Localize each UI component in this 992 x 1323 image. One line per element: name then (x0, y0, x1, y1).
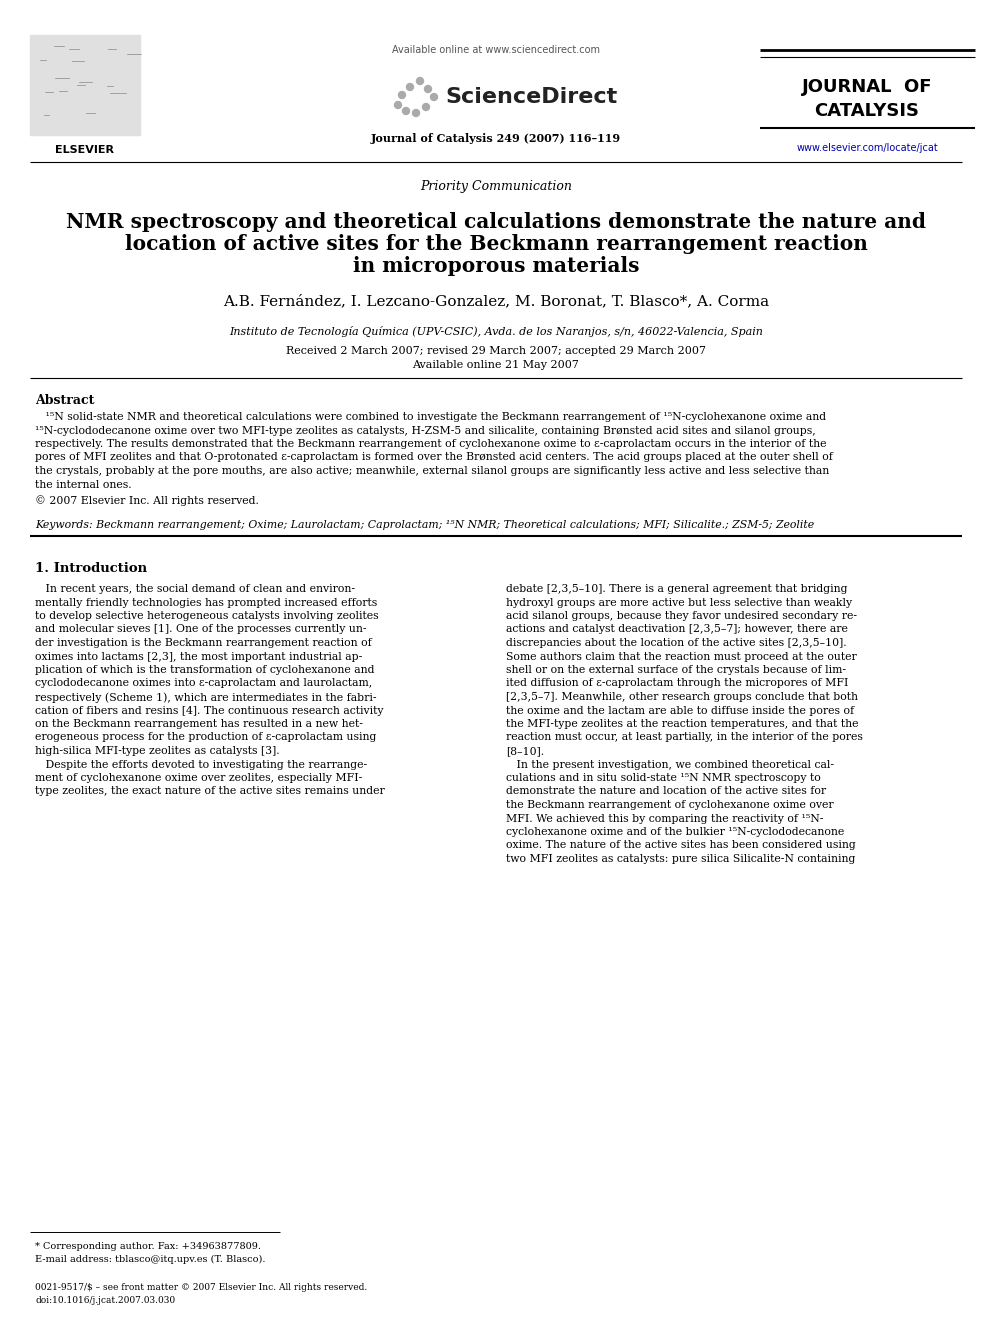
Text: ited diffusion of ε-caprolactam through the micropores of MFI: ited diffusion of ε-caprolactam through … (506, 679, 848, 688)
Text: A.B. Fernández, I. Lezcano-Gonzalez, M. Boronat, T. Blasco*, A. Corma: A.B. Fernández, I. Lezcano-Gonzalez, M. … (223, 294, 769, 308)
Text: high-silica MFI-type zeolites as catalysts [3].: high-silica MFI-type zeolites as catalys… (35, 746, 280, 755)
Text: discrepancies about the location of the active sites [2,3,5–10].: discrepancies about the location of the … (506, 638, 846, 648)
Circle shape (403, 107, 410, 115)
Text: debate [2,3,5–10]. There is a general agreement that bridging: debate [2,3,5–10]. There is a general ag… (506, 583, 847, 594)
Text: reaction must occur, at least partially, in the interior of the pores: reaction must occur, at least partially,… (506, 733, 863, 742)
Circle shape (413, 110, 420, 116)
Text: Keywords: Beckmann rearrangement; Oxime; Laurolactam; Caprolactam; ¹⁵N NMR; Theo: Keywords: Beckmann rearrangement; Oxime;… (35, 520, 814, 531)
Text: Received 2 March 2007; revised 29 March 2007; accepted 29 March 2007: Received 2 March 2007; revised 29 March … (286, 347, 706, 356)
Text: erogeneous process for the production of ε-caprolactam using: erogeneous process for the production of… (35, 733, 376, 742)
Text: Some authors claim that the reaction must proceed at the outer: Some authors claim that the reaction mus… (506, 651, 857, 662)
Circle shape (407, 83, 414, 90)
Text: actions and catalyst deactivation [2,3,5–7]; however, there are: actions and catalyst deactivation [2,3,5… (506, 624, 848, 635)
Text: [2,3,5–7]. Meanwhile, other research groups conclude that both: [2,3,5–7]. Meanwhile, other research gro… (506, 692, 858, 703)
Text: ¹⁵N-cyclododecanone oxime over two MFI-type zeolites as catalysts, H-ZSM-5 and s: ¹⁵N-cyclododecanone oxime over two MFI-t… (35, 426, 815, 435)
Text: doi:10.1016/j.jcat.2007.03.030: doi:10.1016/j.jcat.2007.03.030 (35, 1297, 176, 1304)
Text: the crystals, probably at the pore mouths, are also active; meanwhile, external : the crystals, probably at the pore mouth… (35, 466, 829, 476)
Text: [8–10].: [8–10]. (506, 746, 545, 755)
Text: Available online 21 May 2007: Available online 21 May 2007 (413, 360, 579, 370)
Text: respectively. The results demonstrated that the Beckmann rearrangement of cycloh: respectively. The results demonstrated t… (35, 439, 826, 448)
Text: the internal ones.: the internal ones. (35, 479, 132, 490)
Text: ELSEVIER: ELSEVIER (56, 146, 114, 155)
Text: demonstrate the nature and location of the active sites for: demonstrate the nature and location of t… (506, 786, 826, 796)
Text: two MFI zeolites as catalysts: pure silica Silicalite-N containing: two MFI zeolites as catalysts: pure sili… (506, 855, 855, 864)
Text: der investigation is the Beckmann rearrangement reaction of: der investigation is the Beckmann rearra… (35, 638, 372, 648)
Text: ScienceDirect: ScienceDirect (445, 87, 617, 107)
Text: Despite the efforts devoted to investigating the rearrange-: Despite the efforts devoted to investiga… (35, 759, 367, 770)
Text: cyclododecanone oximes into ε-caprolactam and laurolactam,: cyclododecanone oximes into ε-caprolacta… (35, 679, 372, 688)
Text: ment of cyclohexanone oxime over zeolites, especially MFI-: ment of cyclohexanone oxime over zeolite… (35, 773, 362, 783)
Text: MFI. We achieved this by comparing the reactivity of ¹⁵N-: MFI. We achieved this by comparing the r… (506, 814, 823, 823)
Text: * Corresponding author. Fax: +34963877809.: * Corresponding author. Fax: +3496387780… (35, 1242, 261, 1252)
Text: hydroxyl groups are more active but less selective than weakly: hydroxyl groups are more active but less… (506, 598, 852, 607)
Text: location of active sites for the Beckmann rearrangement reaction: location of active sites for the Beckman… (125, 234, 867, 254)
Text: the MFI-type zeolites at the reaction temperatures, and that the: the MFI-type zeolites at the reaction te… (506, 718, 858, 729)
Bar (30, 34, 140, 135)
Text: 1. Introduction: 1. Introduction (35, 562, 147, 576)
Circle shape (395, 102, 402, 108)
Circle shape (425, 86, 432, 93)
Text: culations and in situ solid-state ¹⁵N NMR spectroscopy to: culations and in situ solid-state ¹⁵N NM… (506, 773, 820, 783)
Text: E-mail address: tblasco@itq.upv.es (T. Blasco).: E-mail address: tblasco@itq.upv.es (T. B… (35, 1256, 266, 1263)
Text: the Beckmann rearrangement of cyclohexanone oxime over: the Beckmann rearrangement of cyclohexan… (506, 800, 833, 810)
Circle shape (417, 78, 424, 85)
Text: CATALYSIS: CATALYSIS (814, 102, 920, 120)
Text: In recent years, the social demand of clean and environ-: In recent years, the social demand of cl… (35, 583, 355, 594)
Text: 0021-9517/$ – see front matter © 2007 Elsevier Inc. All rights reserved.: 0021-9517/$ – see front matter © 2007 El… (35, 1283, 367, 1293)
Text: www.elsevier.com/locate/jcat: www.elsevier.com/locate/jcat (797, 143, 937, 153)
Text: © 2007 Elsevier Inc. All rights reserved.: © 2007 Elsevier Inc. All rights reserved… (35, 495, 259, 505)
Text: plication of which is the transformation of cyclohexanone and: plication of which is the transformation… (35, 665, 375, 675)
Text: Instituto de Tecnología Química (UPV-CSIC), Avda. de los Naranjos, s/n, 46022-Va: Instituto de Tecnología Química (UPV-CSI… (229, 325, 763, 337)
Text: Priority Communication: Priority Communication (420, 180, 572, 193)
Text: JOURNAL  OF: JOURNAL OF (802, 78, 932, 97)
Text: mentally friendly technologies has prompted increased efforts: mentally friendly technologies has promp… (35, 598, 377, 607)
Text: to develop selective heterogeneous catalysts involving zeolites: to develop selective heterogeneous catal… (35, 611, 379, 620)
Text: ¹⁵N solid-state NMR and theoretical calculations were combined to investigate th: ¹⁵N solid-state NMR and theoretical calc… (35, 411, 826, 422)
Text: on the Beckmann rearrangement has resulted in a new het-: on the Beckmann rearrangement has result… (35, 718, 363, 729)
Circle shape (431, 94, 437, 101)
Text: cyclohexanone oxime and of the bulkier ¹⁵N-cyclododecanone: cyclohexanone oxime and of the bulkier ¹… (506, 827, 844, 837)
Text: NMR spectroscopy and theoretical calculations demonstrate the nature and: NMR spectroscopy and theoretical calcula… (66, 212, 926, 232)
Circle shape (423, 103, 430, 111)
Text: Abstract: Abstract (35, 394, 94, 407)
Text: the oxime and the lactam are able to diffuse inside the pores of: the oxime and the lactam are able to dif… (506, 705, 854, 716)
Text: respectively (Scheme 1), which are intermediates in the fabri-: respectively (Scheme 1), which are inter… (35, 692, 377, 703)
Text: type zeolites, the exact nature of the active sites remains under: type zeolites, the exact nature of the a… (35, 786, 385, 796)
Text: acid silanol groups, because they favor undesired secondary re-: acid silanol groups, because they favor … (506, 611, 857, 620)
Text: in microporous materials: in microporous materials (353, 255, 639, 277)
Text: pores of MFI zeolites and that O-protonated ε-caprolactam is formed over the Brø: pores of MFI zeolites and that O-protona… (35, 452, 833, 463)
Text: and molecular sieves [1]. One of the processes currently un-: and molecular sieves [1]. One of the pro… (35, 624, 366, 635)
Text: shell or on the external surface of the crystals because of lim-: shell or on the external surface of the … (506, 665, 846, 675)
Circle shape (399, 91, 406, 98)
Text: oximes into lactams [2,3], the most important industrial ap-: oximes into lactams [2,3], the most impo… (35, 651, 362, 662)
Text: Available online at www.sciencedirect.com: Available online at www.sciencedirect.co… (392, 45, 600, 56)
Text: cation of fibers and resins [4]. The continuous research activity: cation of fibers and resins [4]. The con… (35, 705, 384, 716)
Text: oxime. The nature of the active sites has been considered using: oxime. The nature of the active sites ha… (506, 840, 856, 851)
Text: In the present investigation, we combined theoretical cal-: In the present investigation, we combine… (506, 759, 834, 770)
Text: Journal of Catalysis 249 (2007) 116–119: Journal of Catalysis 249 (2007) 116–119 (371, 134, 621, 144)
